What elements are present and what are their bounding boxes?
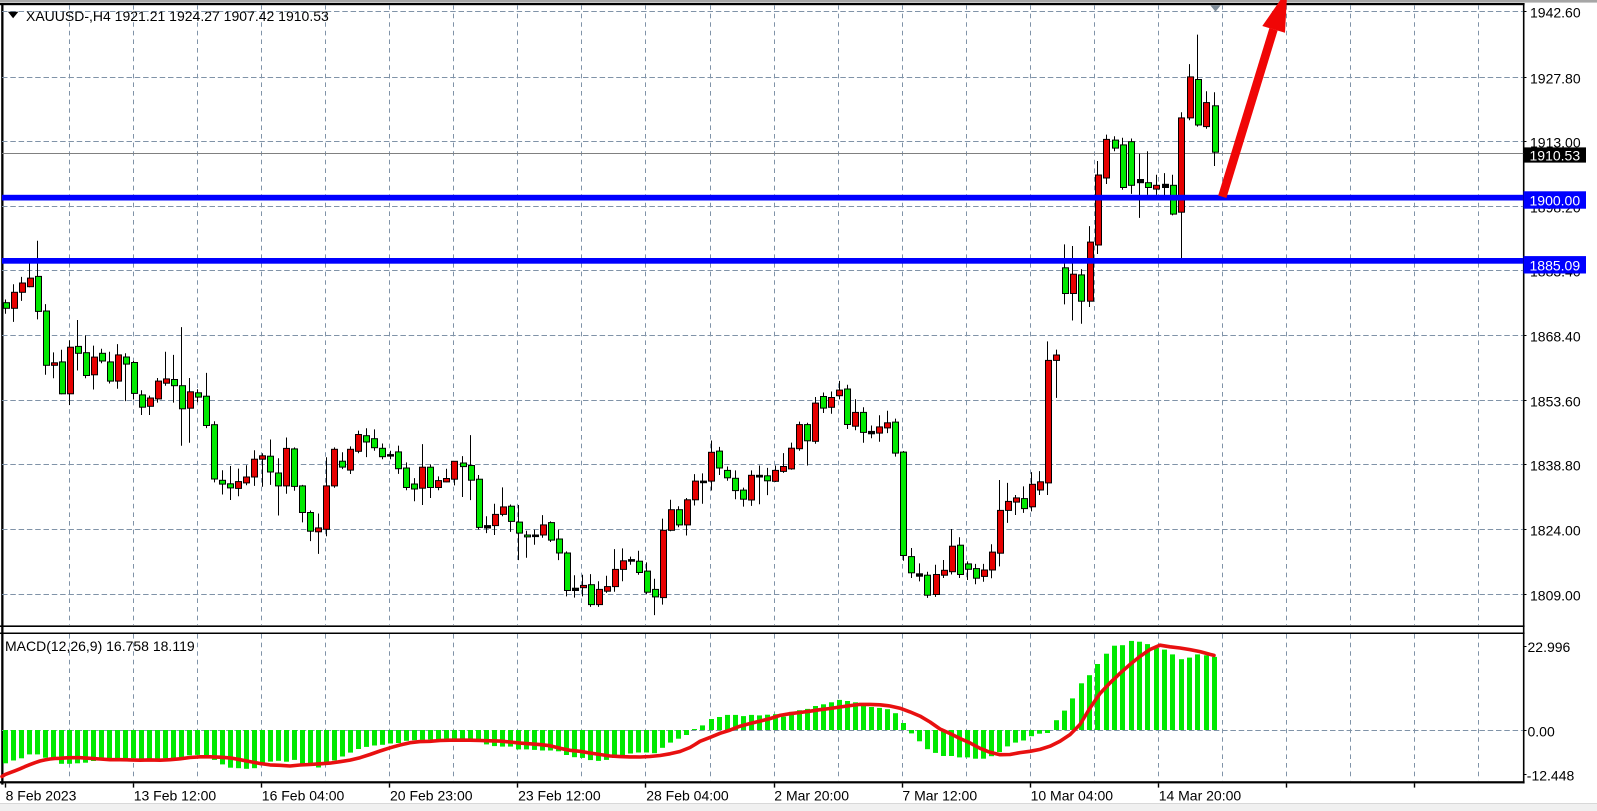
svg-text:MACD(12,26,9) 16.758 18.119: MACD(12,26,9) 16.758 18.119 xyxy=(5,638,195,654)
svg-text:10 Mar 04:00: 10 Mar 04:00 xyxy=(1031,788,1114,804)
svg-text:22.996: 22.996 xyxy=(1528,639,1571,655)
svg-text:1942.60: 1942.60 xyxy=(1530,5,1581,21)
svg-text:7 Mar 12:00: 7 Mar 12:00 xyxy=(902,788,977,804)
svg-text:1927.80: 1927.80 xyxy=(1530,71,1581,87)
svg-text:XAUUSD-,H4 1921.21 1924.27 19: XAUUSD-,H4 1921.21 1924.27 1907.42 1910.… xyxy=(26,8,329,24)
svg-text:-12.448: -12.448 xyxy=(1527,768,1575,784)
svg-text:8 Feb 2023: 8 Feb 2023 xyxy=(6,788,77,804)
svg-text:1838.80: 1838.80 xyxy=(1530,458,1581,474)
svg-text:14 Mar 20:00: 14 Mar 20:00 xyxy=(1159,788,1242,804)
svg-text:16 Feb 04:00: 16 Feb 04:00 xyxy=(262,788,345,804)
svg-text:2 Mar 20:00: 2 Mar 20:00 xyxy=(774,788,849,804)
svg-text:1913.00: 1913.00 xyxy=(1530,135,1581,151)
svg-text:1868.40: 1868.40 xyxy=(1530,329,1581,345)
svg-text:1853.60: 1853.60 xyxy=(1530,394,1581,410)
svg-text:23 Feb 12:00: 23 Feb 12:00 xyxy=(518,788,601,804)
svg-text:1809.00: 1809.00 xyxy=(1530,588,1581,604)
svg-text:1885.09: 1885.09 xyxy=(1530,257,1581,273)
svg-text:0.00: 0.00 xyxy=(1528,723,1555,739)
svg-text:1900.00: 1900.00 xyxy=(1530,193,1581,209)
svg-text:13 Feb 12:00: 13 Feb 12:00 xyxy=(134,788,217,804)
svg-text:1824.00: 1824.00 xyxy=(1530,523,1581,539)
svg-text:1910.53: 1910.53 xyxy=(1530,148,1581,164)
svg-text:20 Feb 23:00: 20 Feb 23:00 xyxy=(390,788,473,804)
svg-text:28 Feb 04:00: 28 Feb 04:00 xyxy=(646,788,729,804)
